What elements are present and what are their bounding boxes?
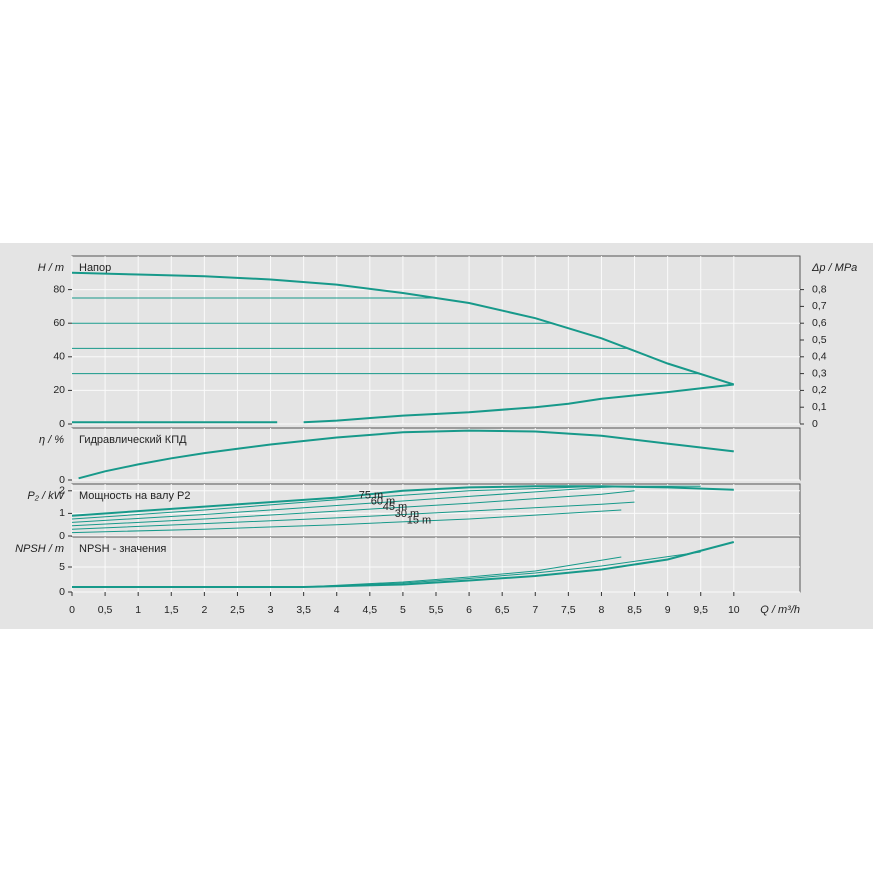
curve: [71, 490, 635, 527]
curve-label: 45 m: [383, 501, 407, 513]
curve: [71, 501, 635, 530]
x-tick-label: 7: [532, 604, 538, 616]
curve-label: 30 m: [395, 508, 419, 520]
y2-tick-label: 0,7: [812, 300, 827, 312]
x-tick-label: 1,5: [164, 604, 179, 616]
y-tick-label: 0: [59, 418, 65, 430]
y2-tick-label: 0,3: [812, 367, 827, 379]
curve: [71, 271, 735, 386]
curve: [303, 551, 701, 588]
curve-label: 75 m: [359, 490, 383, 502]
curve: [303, 556, 622, 588]
x-tick-label: 5: [400, 604, 406, 616]
curve-label: 15 m: [407, 515, 431, 527]
y-axis-label: H / m: [38, 262, 64, 274]
y-tick-label: 60: [53, 317, 65, 329]
curve: [72, 383, 734, 424]
y-tick-label: 80: [53, 283, 65, 295]
x-tick-label: 4,5: [363, 604, 378, 616]
x-tick-label: 3,5: [296, 604, 311, 616]
curve: [72, 541, 735, 588]
y2-tick-label: 0,1: [812, 401, 827, 413]
y-tick-label: 20: [53, 384, 65, 396]
y2-tick-label: 0,8: [812, 283, 827, 295]
x-tick-label: 4: [334, 604, 340, 616]
x-tick-label: 5,5: [429, 604, 444, 616]
x-tick-label: 2: [201, 604, 207, 616]
y2-tick-label: 0,2: [812, 384, 827, 396]
x-tick-label: 8: [599, 604, 605, 616]
panel-title: Напор: [79, 262, 111, 274]
y-tick-label: 2: [59, 485, 65, 497]
y2-axis-label: Δp / MPa: [811, 262, 857, 274]
y2-tick-label: 0,5: [812, 334, 827, 346]
x-tick-label: 7,5: [561, 604, 576, 616]
y-tick-label: 5: [59, 561, 65, 573]
y2-tick-label: 0,4: [812, 351, 827, 363]
x-tick-label: 1: [135, 604, 141, 616]
curve: [71, 485, 701, 520]
y-tick-label: 40: [53, 351, 65, 363]
x-tick-label: 9,5: [693, 604, 708, 616]
x-tick-label: 9: [665, 604, 671, 616]
panel-title: Мощность на валу P2: [79, 490, 191, 502]
curve: [71, 485, 635, 523]
curve: [78, 429, 734, 480]
y-axis-label: NPSH / m: [15, 543, 64, 555]
x-tick-label: 3: [268, 604, 274, 616]
x-axis-label: Q / m³/h: [760, 604, 800, 616]
curve: [71, 509, 622, 534]
y2-tick-label: 0,6: [812, 317, 827, 329]
y-axis-label: η / %: [39, 434, 64, 446]
y2-tick-label: 0: [812, 418, 818, 430]
x-tick-label: 6,5: [495, 604, 510, 616]
y-tick-label: 0: [59, 530, 65, 542]
y-tick-label: 1: [59, 507, 65, 519]
curve: [71, 485, 734, 517]
x-tick-label: 6: [466, 604, 472, 616]
panel-title: Гидравлический КПД: [79, 434, 187, 446]
y-axis-label: P₂ / kW: [27, 490, 65, 502]
curve-label: 60 m: [371, 495, 395, 507]
x-tick-label: 2,5: [230, 604, 245, 616]
panel-title: NPSH - значения: [79, 543, 166, 555]
x-tick-label: 8,5: [627, 604, 642, 616]
x-tick-label: 10: [728, 604, 740, 616]
x-tick-label: 0,5: [98, 604, 113, 616]
y-tick-label: 0: [59, 474, 65, 486]
y-tick-label: 0: [59, 586, 65, 598]
x-tick-label: 0: [69, 604, 75, 616]
